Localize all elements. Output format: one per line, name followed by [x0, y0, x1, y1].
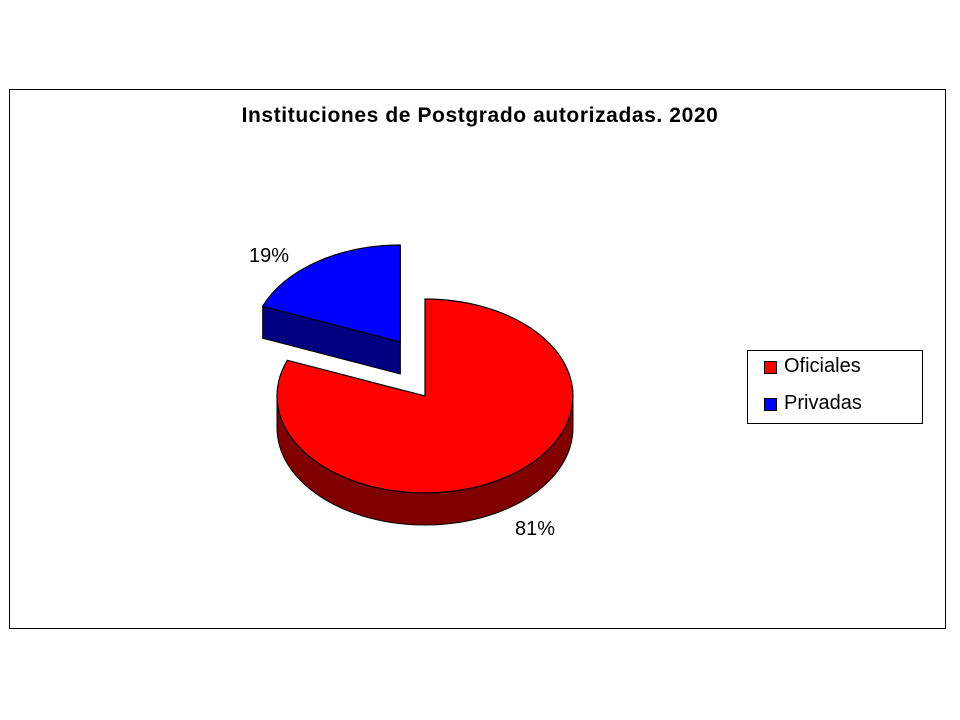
- chart-title: Instituciones de Postgrado autorizadas. …: [241, 104, 719, 127]
- pie-slice-oficiales: [276, 298, 574, 526]
- legend-swatch-privadas: [764, 398, 777, 411]
- pie-top-oficiales: [276, 298, 574, 494]
- legend-swatch-oficiales: [764, 361, 777, 374]
- legend-label-oficiales: Oficiales: [784, 355, 861, 377]
- legend-item-privadas: Privadas: [764, 392, 862, 415]
- legend: Oficiales Privadas: [747, 350, 923, 424]
- data-label-privadas: 19%: [249, 245, 289, 267]
- pie-slice-privadas: [261, 244, 401, 375]
- legend-item-oficiales: Oficiales: [764, 355, 861, 378]
- pie-top-privadas: [261, 244, 401, 343]
- data-label-oficiales: 81%: [515, 518, 555, 540]
- legend-label-privadas: Privadas: [784, 392, 862, 414]
